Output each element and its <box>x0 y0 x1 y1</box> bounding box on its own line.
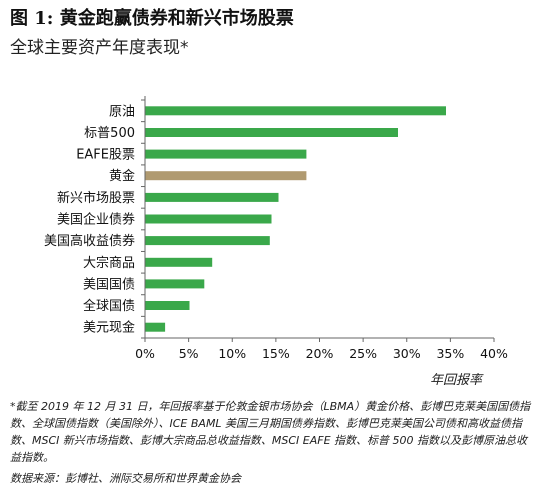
x-tick-label-6: 30% <box>393 346 421 361</box>
bar-4 <box>145 192 279 202</box>
chart-title: 图 1: 黄金跑赢债券和新兴市场股票 <box>10 8 294 29</box>
category-label-2: EAFE股票 <box>76 148 135 163</box>
x-tick-label-7: 35% <box>436 346 464 361</box>
category-label-9: 全球国债 <box>83 298 135 314</box>
bar-7 <box>145 257 213 267</box>
bar-5 <box>145 214 272 224</box>
category-label-6: 美国高收益债券 <box>44 233 135 249</box>
x-tick-label-4: 20% <box>306 346 334 361</box>
category-label-8: 美国国债 <box>83 277 135 292</box>
x-tick-label-1: 5% <box>179 346 199 361</box>
x-axis-title: 年回报率 <box>430 373 483 388</box>
x-tick-label-8: 40% <box>480 346 508 361</box>
footnote: *截至 2019 年 12 月 31 日，年回报率基于伦敦金银市场协会（LBMA… <box>10 400 531 464</box>
bar-10 <box>145 322 166 332</box>
bar-2 <box>145 149 307 159</box>
x-tick-label-5: 25% <box>349 346 377 361</box>
bar-1 <box>145 128 398 137</box>
category-label-4: 新兴市场股票 <box>57 190 135 206</box>
category-label-3: 黄金 <box>109 168 135 184</box>
x-tick-label-3: 15% <box>262 346 290 361</box>
x-tick-label-0: 0% <box>135 346 155 361</box>
bar-3 <box>145 171 307 181</box>
category-label-5: 美国企业债券 <box>57 212 135 228</box>
source-note: 数据来源：彭博社、洲际交易所和世界黄金协会 <box>10 472 241 485</box>
chart-subtitle: 全球主要资产年度表现* <box>10 38 189 58</box>
bar-0 <box>145 106 446 116</box>
category-label-7: 大宗商品 <box>83 255 135 271</box>
bar-6 <box>145 236 270 246</box>
category-label-10: 美元现金 <box>83 320 135 336</box>
category-label-1: 标普500 <box>84 126 135 141</box>
bar-8 <box>145 279 205 289</box>
x-tick-label-2: 10% <box>218 346 246 361</box>
category-label-0: 原油 <box>109 104 135 119</box>
bar-9 <box>145 301 190 310</box>
